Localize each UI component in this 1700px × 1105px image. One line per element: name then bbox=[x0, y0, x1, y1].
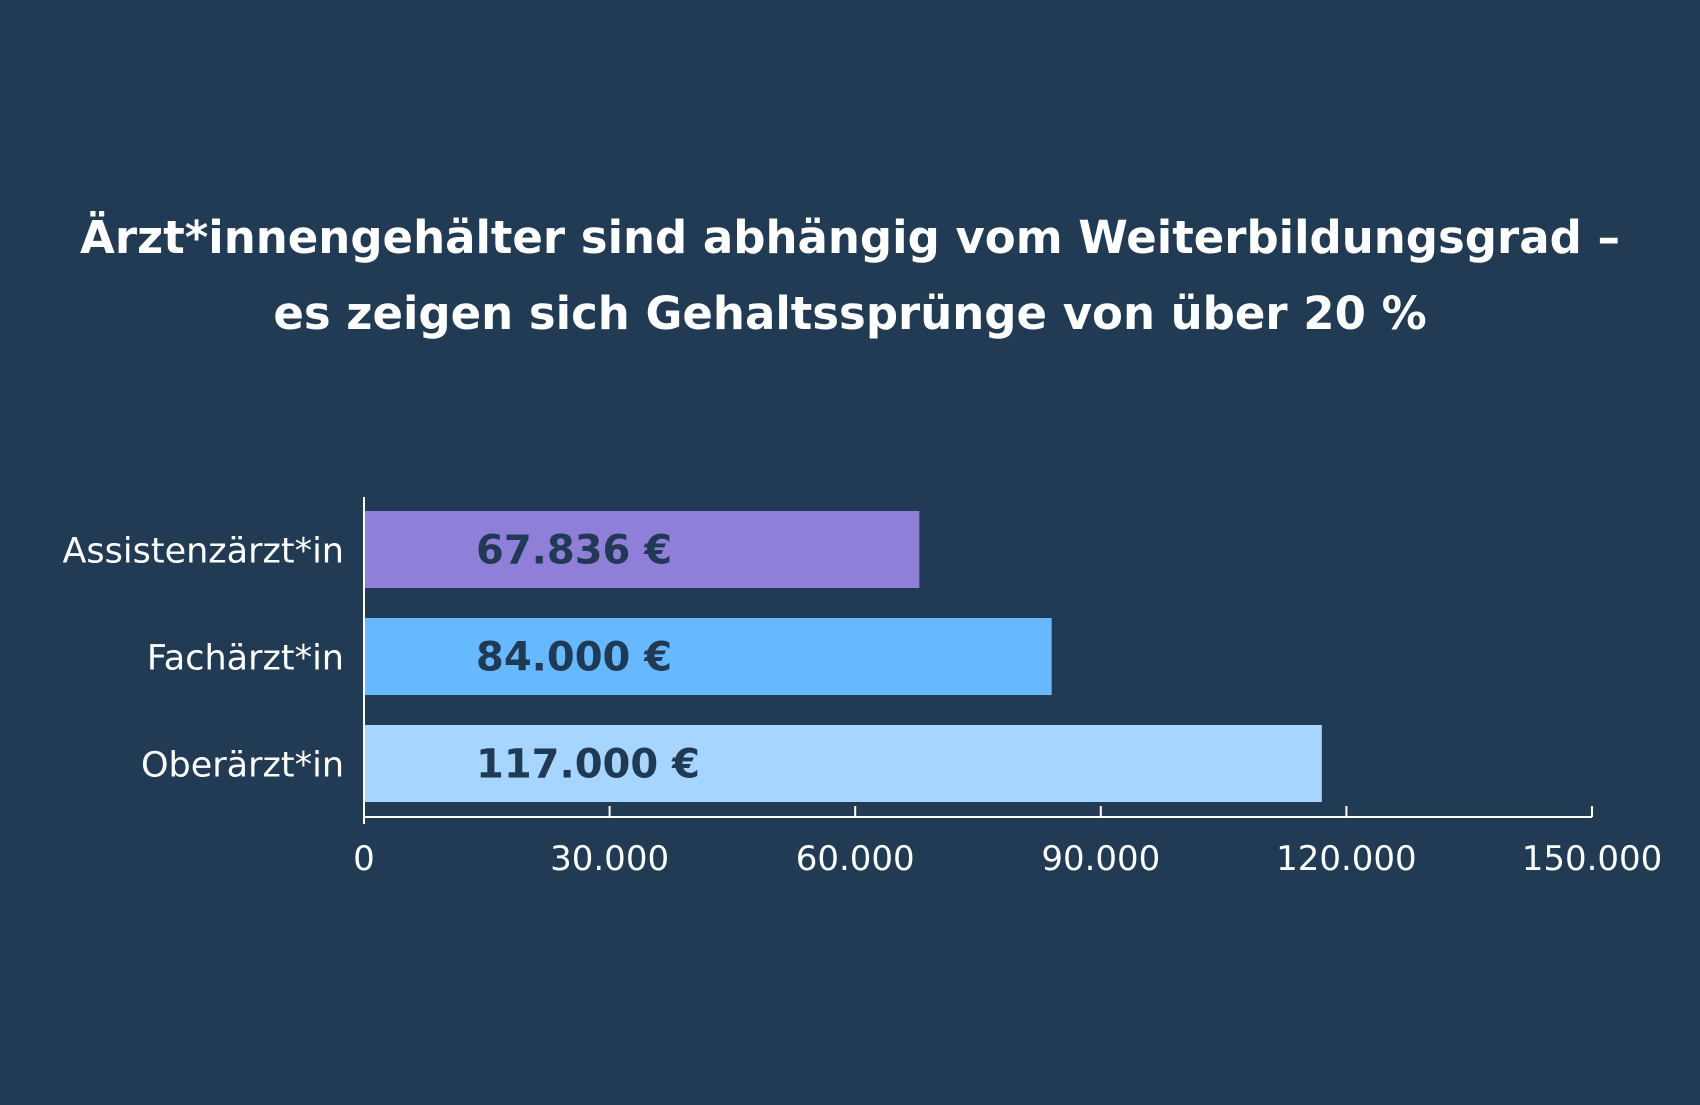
bar-value-label-1: 67.836 € bbox=[476, 528, 672, 574]
category-label-2: Fachärzt*in bbox=[147, 639, 344, 679]
bar-2 bbox=[364, 618, 1052, 695]
chart-title-line-2: es zeigen sich Gehaltssprünge von über 2… bbox=[273, 287, 1427, 340]
x-tick-label-3: 60.000 bbox=[796, 839, 915, 879]
category-label-1: Assistenzärzt*in bbox=[62, 532, 344, 572]
chart-title: Ärzt*innengehälter sind abhängig vom Wei… bbox=[0, 200, 1700, 352]
x-tick-label-2: 30.000 bbox=[550, 839, 669, 879]
x-tick-label-6: 150.000 bbox=[1522, 839, 1663, 879]
x-tick-label-1: 0 bbox=[353, 839, 375, 879]
x-tick-label-5: 120.000 bbox=[1276, 839, 1417, 879]
bar-value-label-3: 117.000 € bbox=[476, 742, 700, 788]
bar-1 bbox=[364, 511, 920, 588]
x-tick-label-4: 90.000 bbox=[1041, 839, 1160, 879]
bar-value-label-2: 84.000 € bbox=[476, 635, 672, 681]
category-label-3: Oberärzt*in bbox=[141, 746, 344, 786]
bar-3 bbox=[364, 725, 1322, 802]
chart-title-line-1: Ärzt*innengehälter sind abhängig vom Wei… bbox=[80, 211, 1620, 264]
